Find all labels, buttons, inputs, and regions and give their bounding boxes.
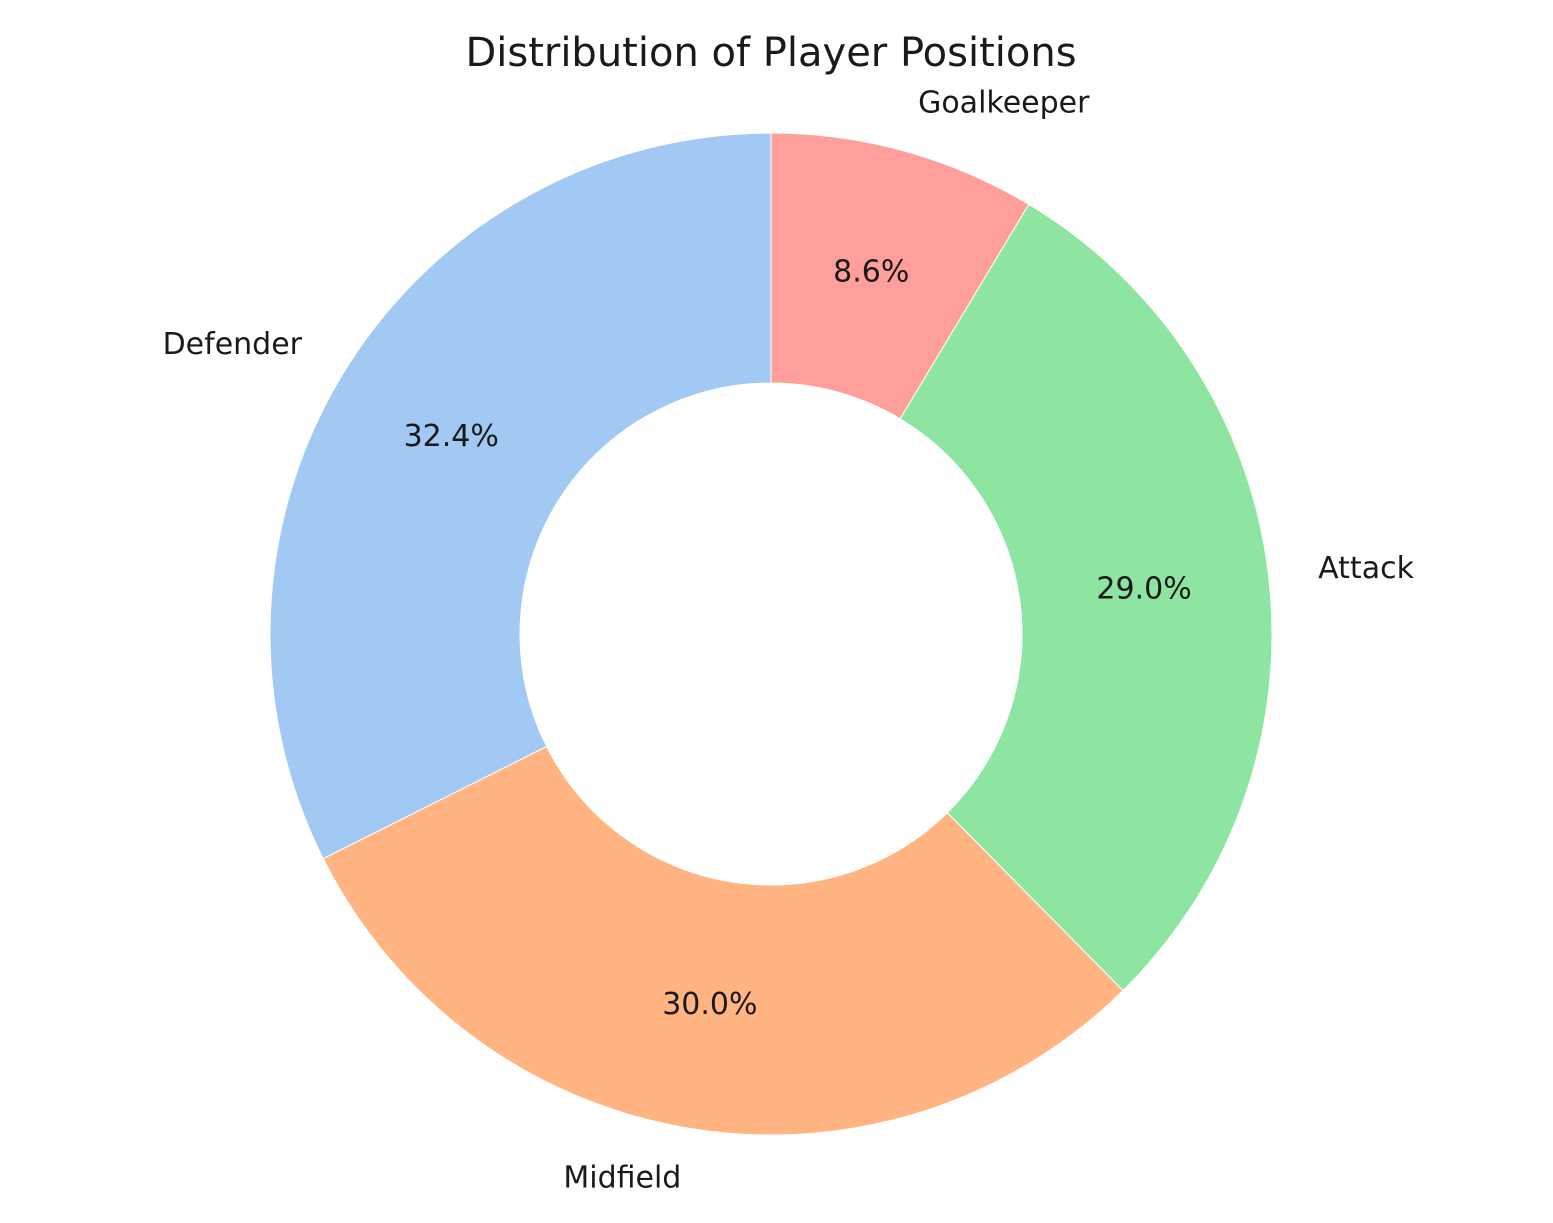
slice-defender bbox=[269, 132, 772, 860]
slice-midfield bbox=[322, 745, 1124, 1136]
slice-label-goalkeeper: Goalkeeper bbox=[918, 85, 1090, 120]
pct-label-defender: 32.4% bbox=[404, 419, 499, 454]
slice-goalkeeper bbox=[770, 132, 1030, 420]
slice-label-defender: Defender bbox=[163, 327, 303, 362]
slice-label-attack: Attack bbox=[1318, 551, 1414, 586]
pct-label-attack: 29.0% bbox=[1096, 572, 1191, 607]
pct-label-goalkeeper: 8.6% bbox=[833, 254, 909, 289]
labels-layer: Defender 32.4% Midfield 30.0% Attack 29.0% Goa… bbox=[163, 85, 1415, 1195]
chart-title: Distribution of Player Positions bbox=[465, 30, 1076, 76]
slice-label-midfield: Midfield bbox=[563, 1160, 681, 1195]
slice-attack bbox=[899, 203, 1273, 992]
slices-layer bbox=[269, 132, 1273, 1136]
pct-label-midfield: 30.0% bbox=[662, 987, 757, 1022]
